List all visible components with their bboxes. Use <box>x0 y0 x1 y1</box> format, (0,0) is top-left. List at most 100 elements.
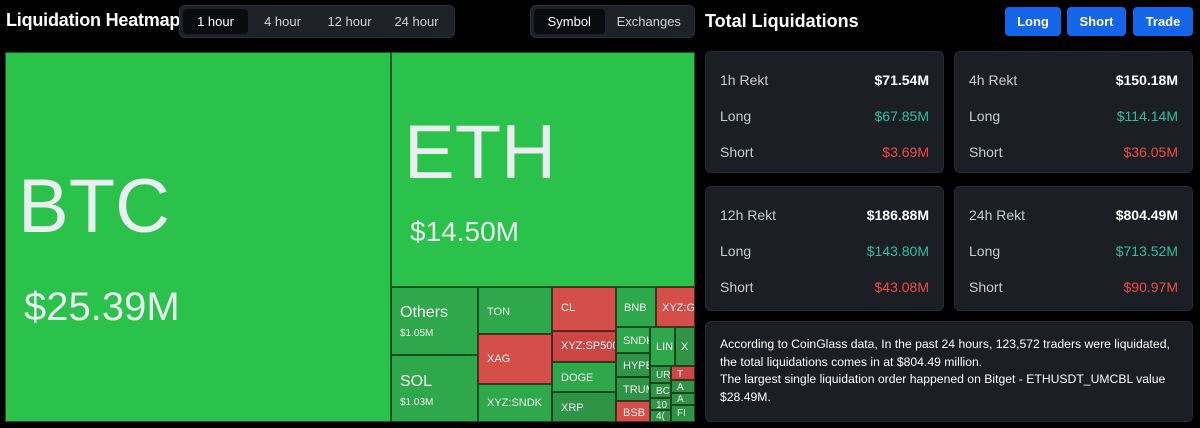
liquidation-heatmap: BTC $25.39M ETH $14.50M Others $1.05M SO… <box>5 52 695 422</box>
tile-value: $1.03M <box>400 397 434 408</box>
tab-4-hour[interactable]: 4 hour <box>264 14 301 29</box>
tile-symbol: T <box>677 369 684 380</box>
stats-short-label: Short <box>720 279 754 295</box>
tile-symbol: LIN <box>656 341 674 353</box>
stats-long-label: Long <box>720 243 752 259</box>
stats-long-value: $143.80M <box>866 243 929 259</box>
heatmap-tile-xyz-g[interactable]: XYZ:G <box>656 287 695 327</box>
stats-short-label: Short <box>720 144 754 160</box>
tile-symbol: A <box>677 394 684 405</box>
tile-symbol: A <box>677 382 684 393</box>
heatmap-tile-t[interactable]: T <box>671 366 695 380</box>
tile-symbol: SNDK <box>623 335 649 347</box>
stats-long-row: Long $67.85M <box>720 108 929 124</box>
stats-short-value: $43.08M <box>874 279 929 295</box>
heatmap-tile-a-2[interactable]: A <box>671 393 695 405</box>
tile-symbol: 10 <box>656 400 668 410</box>
heatmap-tile-xyz-sndk[interactable]: XYZ:SNDK <box>478 384 552 422</box>
tile-symbol: XRP <box>561 402 584 414</box>
heatmap-tile-ton[interactable]: TON <box>478 287 552 334</box>
stats-short-row: Short $90.97M <box>969 279 1178 295</box>
stats-total-row: 1h Rekt $71.54M <box>720 72 929 88</box>
heatmap-tile-xyz-sp500[interactable]: XYZ:SP500 <box>552 331 616 362</box>
stats-short-label: Short <box>969 279 1003 295</box>
tile-symbol: X <box>681 341 689 353</box>
stats-title: 1h Rekt <box>720 72 769 88</box>
stats-total-value: $150.18M <box>1115 72 1178 88</box>
heatmap-tile-bsb[interactable]: BSB <box>616 401 650 422</box>
heatmap-tile-xag[interactable]: XAG <box>478 334 552 384</box>
stats-short-row: Short $3.69M <box>720 144 929 160</box>
heatmap-tile-others[interactable]: Others $1.05M <box>391 287 478 355</box>
heatmap-tile-cl[interactable]: CL <box>552 287 616 331</box>
stats-long-label: Long <box>720 108 752 124</box>
heatmap-tile-xrp[interactable]: XRP <box>552 392 616 422</box>
heatmap-tile-sndk[interactable]: SNDK <box>616 327 650 353</box>
stats-card-12h: 12h Rekt $186.88M Long $143.80M Short $4… <box>705 186 944 311</box>
tab-exchanges[interactable]: Exchanges <box>616 14 681 29</box>
stats-short-row: Short $36.05M <box>969 144 1178 160</box>
heatmap-tile-eth[interactable]: ETH $14.50M <box>391 52 695 287</box>
heatmap-tile-trum[interactable]: TRUM <box>616 377 650 401</box>
tile-symbol: TRUM <box>623 384 649 396</box>
tile-symbol: SOL <box>400 373 433 390</box>
heatmap-tile-x[interactable]: X <box>675 327 695 366</box>
stats-long-row: Long $143.80M <box>720 243 929 259</box>
stats-card-24h: 24h Rekt $804.49M Long $713.52M Short $9… <box>954 186 1193 311</box>
tile-symbol: CL <box>561 302 576 314</box>
tile-symbol: DOGE <box>561 372 594 384</box>
stats-total-row: 4h Rekt $150.18M <box>969 72 1178 88</box>
stats-card-4h: 4h Rekt $150.18M Long $114.14M Short $36… <box>954 51 1193 173</box>
trade-button[interactable]: Trade <box>1133 7 1193 36</box>
heatmap-tile-lin[interactable]: LIN <box>650 327 675 366</box>
tile-symbol: UR <box>656 370 671 381</box>
heatmap-tile-bc[interactable]: BC <box>650 383 671 398</box>
stats-short-row: Short $43.08M <box>720 279 929 295</box>
tile-symbol: HYPE <box>623 360 650 372</box>
total-liquidations-title: Total Liquidations <box>705 11 859 31</box>
heatmap-tile-bnb[interactable]: BNB <box>616 287 656 327</box>
short-button[interactable]: Short <box>1067 7 1126 36</box>
tile-symbol: XAG <box>487 353 511 365</box>
page-title: Liquidation Heatmap <box>6 10 181 30</box>
tile-symbol: BTC <box>18 164 170 249</box>
heatmap-tile-a[interactable]: A <box>671 380 695 393</box>
view-mode-selector: Symbol Exchanges <box>530 5 695 38</box>
stats-title: 12h Rekt <box>720 207 777 223</box>
heatmap-tile-4[interactable]: 4( <box>650 410 671 422</box>
time-range-selector: 1 hour 4 hour 12 hour 24 hour <box>179 5 455 38</box>
stats-short-value: $3.69M <box>882 144 929 160</box>
heatmap-tile-sol[interactable]: SOL $1.03M <box>391 355 478 422</box>
heatmap-tile-10[interactable]: 10 <box>650 398 671 410</box>
liquidation-summary: According to CoinGlass data, In the past… <box>705 321 1193 422</box>
heatmap-tile-ur[interactable]: UR <box>650 366 671 383</box>
tab-12-hour[interactable]: 12 hour <box>327 14 372 29</box>
heatmap-tile-btc[interactable]: BTC $25.39M <box>5 52 391 422</box>
tile-symbol: BC <box>656 386 670 397</box>
heatmap-tile-fi[interactable]: FI <box>671 405 695 422</box>
stats-long-label: Long <box>969 108 1001 124</box>
stats-total-row: 24h Rekt $804.49M <box>969 207 1178 223</box>
tab-1-hour[interactable]: 1 hour <box>183 9 248 34</box>
long-button[interactable]: Long <box>1005 7 1061 36</box>
stats-short-value: $90.97M <box>1123 279 1178 295</box>
stats-total-row: 12h Rekt $186.88M <box>720 207 929 223</box>
tile-symbol: Others <box>400 304 449 321</box>
stats-long-label: Long <box>969 243 1001 259</box>
tile-symbol: BNB <box>624 302 647 314</box>
stats-long-value: $67.85M <box>874 108 929 124</box>
tab-symbol[interactable]: Symbol <box>534 9 605 34</box>
summary-text-total: According to CoinGlass data, In the past… <box>720 337 1170 369</box>
stats-card-1h: 1h Rekt $71.54M Long $67.85M Short $3.69… <box>705 51 944 173</box>
tab-24-hour[interactable]: 24 hour <box>394 14 439 29</box>
tile-symbol: BSB <box>623 407 646 419</box>
tile-symbol: XYZ:G <box>662 302 695 314</box>
tile-symbol: TON <box>487 306 511 318</box>
heatmap-tile-hype[interactable]: HYPE <box>616 353 650 377</box>
stats-long-value: $713.52M <box>1115 243 1178 259</box>
tile-value: $14.50M <box>410 216 519 247</box>
summary-text-largest: The largest single liquidation order hap… <box>720 372 1166 404</box>
stats-long-row: Long $713.52M <box>969 243 1178 259</box>
heatmap-tile-doge[interactable]: DOGE <box>552 362 616 392</box>
stats-total-value: $71.54M <box>874 72 929 88</box>
